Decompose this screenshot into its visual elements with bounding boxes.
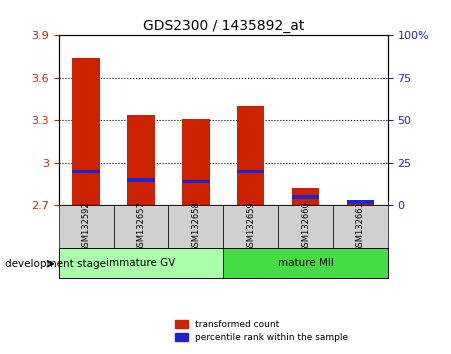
Bar <box>182 180 210 183</box>
Bar <box>292 188 319 205</box>
FancyBboxPatch shape <box>278 205 333 248</box>
Bar <box>347 201 374 205</box>
Text: GSM132592: GSM132592 <box>82 201 91 252</box>
Bar <box>292 195 319 199</box>
Bar <box>237 170 264 173</box>
Bar <box>347 200 374 204</box>
Text: GSM132657: GSM132657 <box>137 201 145 252</box>
Bar <box>182 119 210 205</box>
Text: GSM132659: GSM132659 <box>246 201 255 252</box>
Text: GSM132661: GSM132661 <box>356 201 365 252</box>
FancyBboxPatch shape <box>223 205 278 248</box>
Text: GSM132658: GSM132658 <box>191 201 200 252</box>
FancyBboxPatch shape <box>168 205 223 248</box>
Text: mature MII: mature MII <box>278 258 333 268</box>
Title: GDS2300 / 1435892_at: GDS2300 / 1435892_at <box>143 19 304 33</box>
FancyBboxPatch shape <box>59 248 223 278</box>
Bar <box>127 178 155 182</box>
Bar <box>72 170 100 173</box>
Legend: transformed count, percentile rank within the sample: transformed count, percentile rank withi… <box>171 316 352 346</box>
FancyBboxPatch shape <box>223 248 388 278</box>
Text: GSM132660: GSM132660 <box>301 201 310 252</box>
Bar <box>127 115 155 205</box>
Bar <box>72 58 100 205</box>
FancyBboxPatch shape <box>333 205 388 248</box>
Bar <box>237 106 264 205</box>
Text: immature GV: immature GV <box>106 258 175 268</box>
FancyBboxPatch shape <box>59 205 114 248</box>
Text: development stage: development stage <box>5 259 106 269</box>
FancyBboxPatch shape <box>114 205 168 248</box>
